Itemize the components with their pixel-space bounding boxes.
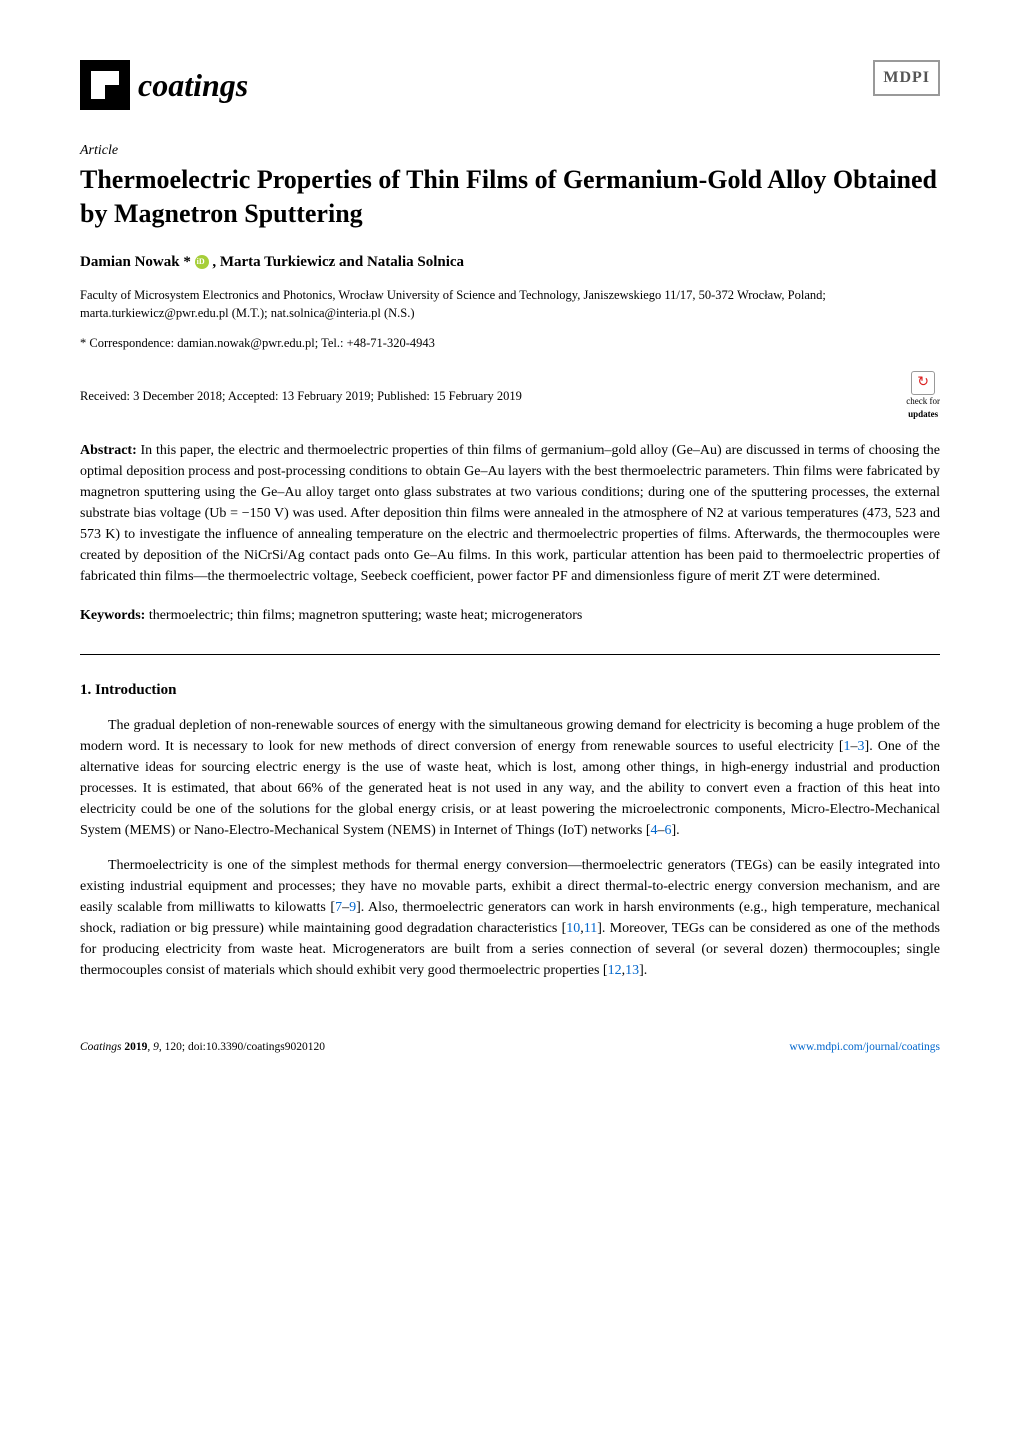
author-text: Damian Nowak *	[80, 254, 191, 270]
footer-journal-link[interactable]: www.mdpi.com/journal/coatings	[789, 1039, 940, 1056]
authors: Damian Nowak * , Marta Turkiewicz and Na…	[80, 251, 940, 274]
section-heading-introduction: 1. Introduction	[80, 679, 940, 702]
orcid-icon[interactable]	[195, 255, 209, 269]
journal-brand: coatings	[80, 60, 248, 110]
page-footer: Coatings 2019, 9, 120; doi:10.3390/coati…	[80, 1031, 940, 1056]
affiliation: Faculty of Microsystem Electronics and P…	[80, 287, 940, 322]
article-type: Article	[80, 140, 940, 161]
citation-link[interactable]: 12	[608, 963, 622, 978]
updates-label-1: check for	[906, 395, 940, 409]
footer-citation: Coatings 2019, 9, 120; doi:10.3390/coati…	[80, 1039, 325, 1056]
journal-name: coatings	[138, 61, 248, 109]
keywords-label: Keywords:	[80, 608, 145, 623]
citation-link[interactable]: 4	[651, 823, 658, 838]
journal-icon	[80, 60, 130, 110]
correspondence: * Correspondence: damian.nowak@pwr.edu.p…	[80, 334, 940, 353]
citation-link[interactable]: 1	[844, 739, 851, 754]
abstract-text: In this paper, the electric and thermoel…	[80, 443, 940, 584]
header: coatings MDPI	[80, 60, 940, 110]
check-updates-icon: ↻	[911, 371, 935, 395]
author-text-rest: , Marta Turkiewicz and Natalia Solnica	[212, 254, 464, 270]
keywords: Keywords: thermoelectric; thin films; ma…	[80, 605, 940, 626]
citation-link[interactable]: 3	[858, 739, 865, 754]
intro-paragraph-2: Thermoelectricity is one of the simplest…	[80, 855, 940, 981]
publisher-logo: MDPI	[873, 60, 940, 96]
abstract: Abstract: In this paper, the electric an…	[80, 440, 940, 587]
keywords-text: thermoelectric; thin films; magnetron sp…	[145, 608, 582, 623]
dates-row: Received: 3 December 2018; Accepted: 13 …	[80, 371, 940, 422]
citation-link[interactable]: 13	[625, 963, 639, 978]
intro-paragraph-1: The gradual depletion of non-renewable s…	[80, 715, 940, 841]
article-title: Thermoelectric Properties of Thin Films …	[80, 163, 940, 231]
citation-link[interactable]: 11	[584, 921, 597, 936]
citation-link[interactable]: 10	[566, 921, 580, 936]
updates-label-2: updates	[908, 408, 938, 422]
publication-dates: Received: 3 December 2018; Accepted: 13 …	[80, 387, 522, 406]
citation-link[interactable]: 6	[665, 823, 672, 838]
divider	[80, 654, 940, 655]
abstract-label: Abstract:	[80, 443, 137, 458]
check-updates-badge[interactable]: ↻ check for updates	[906, 371, 940, 422]
